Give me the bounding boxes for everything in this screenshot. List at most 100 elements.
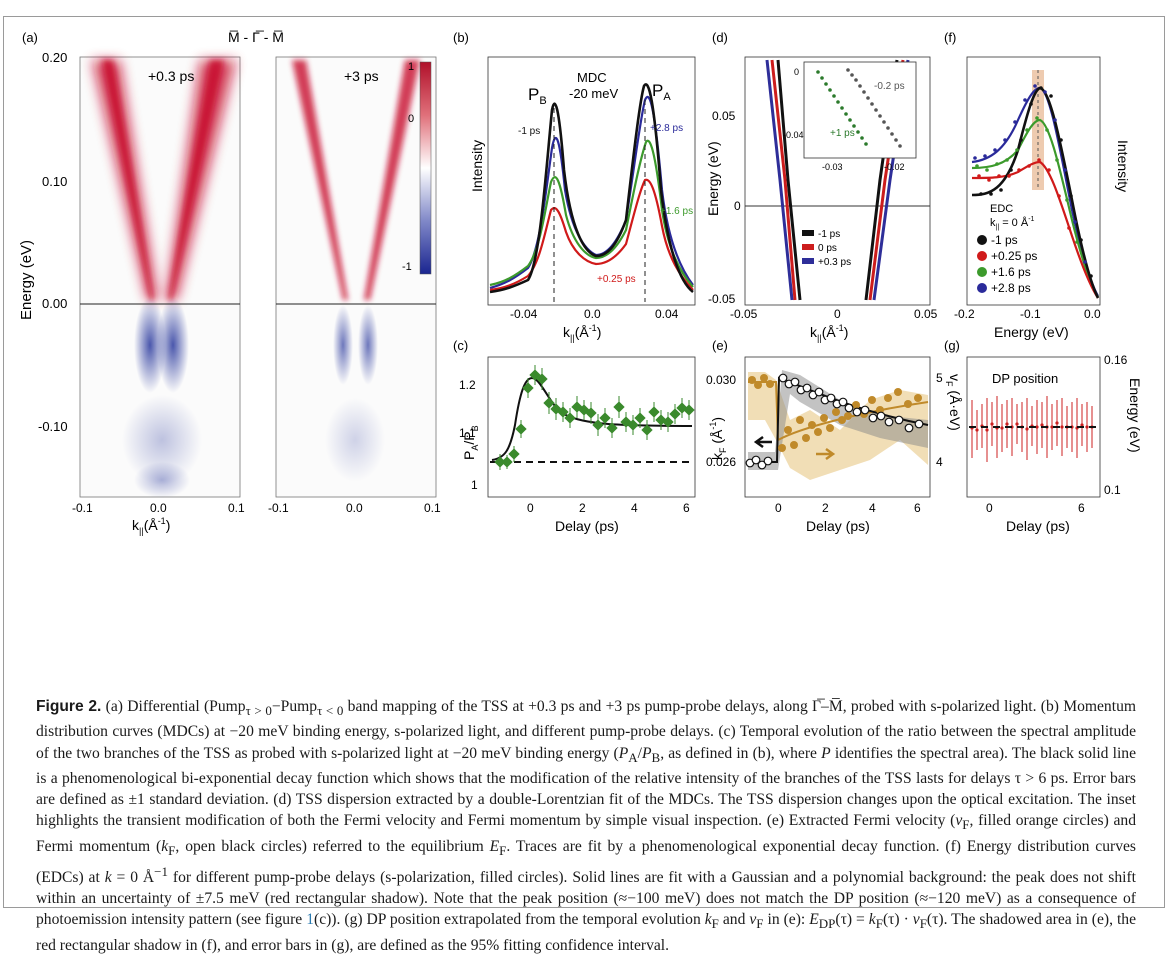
- colorbar-tick-top: 1: [408, 61, 414, 73]
- panel-a-xtick-r1: 0.0: [346, 501, 363, 515]
- panel-a-ytick-3: -0.10: [38, 419, 68, 434]
- panel-a-path-label: M̅ - Γ̅ - M̅: [228, 29, 284, 45]
- peak-pa-label: PA: [652, 81, 671, 103]
- map-right: +3 ps: [275, 56, 437, 498]
- panel-a-xtick-l0: -0.1: [72, 501, 93, 515]
- edc-legend-1ps: -1 ps: [991, 233, 1018, 247]
- panel-a-xtick-r0: -0.1: [268, 501, 289, 515]
- panel-c-xtick-2: 4: [631, 501, 638, 515]
- panel-e-xtick-3: 6: [914, 501, 921, 515]
- mdc-label-2p8ps: +2.8 ps: [650, 123, 683, 134]
- panel-e-ylabel-left: kF (Å-1): [708, 417, 728, 460]
- panel-a-ylabel: Energy (eV): [18, 240, 35, 320]
- page: (a) M̅ - Γ̅ - M̅ +0.3 ps: [3, 16, 1165, 954]
- panel-e-ytick-l1: 0.026: [706, 455, 736, 469]
- mdc-curves: [489, 83, 694, 294]
- panel-d-xlabel: k||(Å-1): [810, 323, 848, 343]
- dispersion-1ps: [776, 59, 802, 301]
- panel-e-xlabel: Delay (ps): [806, 518, 870, 534]
- panel-f-xlabel: Energy (eV): [994, 324, 1069, 340]
- panel-e: (e) 0.030 0.026 kF (Å-1) 5 4 vF (Å·eV) 0…: [706, 338, 963, 534]
- panel-d-ytick-2: -0.05: [708, 292, 736, 306]
- panel-e-ytick-l0: 0.030: [706, 373, 736, 387]
- inset-ytick-1: -0.04: [783, 130, 804, 140]
- panel-b-title-2: -20 meV: [569, 86, 618, 101]
- panel-b: (b) Intensity MDC -20 meV PB PA -1 ps +2…: [453, 30, 696, 343]
- panel-e-xtick-0: 0: [775, 501, 782, 515]
- kf-axis-arrow: [753, 435, 772, 449]
- panel-c-xtick-0: 0: [527, 501, 534, 515]
- panel-d-label: (d): [712, 30, 728, 45]
- panel-a-xtick-l2: 0.1: [228, 501, 245, 515]
- panel-c-xlabel: Delay (ps): [555, 518, 619, 534]
- legend-d-1ps: -1 ps: [818, 229, 840, 240]
- panel-f: (f) EDC k|| = 0 Å-1 -1 ps +0.25 ps +1.6 …: [944, 30, 1131, 340]
- panel-g-ylabel: Energy (eV): [1127, 378, 1143, 453]
- edc-legend: -1 ps +0.25 ps +1.6 ps +2.8 ps: [977, 233, 1037, 295]
- panel-b-xlabel: k||(Å-1): [563, 323, 601, 343]
- panel-c-xtick-1: 2: [579, 501, 586, 515]
- panel-c-ylabel: PA/PB: [461, 425, 480, 460]
- dp-errorbars: [971, 396, 1093, 462]
- panel-d-inset: -0.2 ps +1 ps 0 -0.04 -0.03 -0.02: [783, 61, 917, 172]
- panel-d-xtick-1: 0: [834, 307, 841, 321]
- inset-xtick-0: -0.03: [822, 162, 843, 172]
- dispersion-0p3ps: [765, 59, 794, 301]
- panel-b-label: (b): [453, 30, 469, 45]
- edc-legend-1p6ps: +1.6 ps: [991, 265, 1031, 279]
- panel-c-xtick-3: 6: [683, 501, 690, 515]
- colorbar: 1 0 -1: [402, 61, 432, 275]
- panel-f-label: (f): [944, 30, 956, 45]
- panel-g-ytick-0: 0.16: [1104, 353, 1128, 367]
- edc-legend-subtitle: k|| = 0 Å-1: [990, 216, 1035, 231]
- panel-g: (g) DP position 0.16 0.1 Energy (eV) 0 6…: [944, 338, 1143, 534]
- legend-d-0p3ps: +0.3 ps: [818, 257, 851, 268]
- panel-f-ylabel: Intensity: [1115, 140, 1131, 192]
- colorbar-tick-bottom: -1: [402, 261, 412, 273]
- panel-f-xtick-0: -0.2: [954, 307, 975, 321]
- panel-d-ytick-0: 0.05: [712, 109, 736, 123]
- peak-pb-label: PB: [528, 85, 547, 107]
- edc-legend-2p8ps: +2.8 ps: [991, 281, 1031, 295]
- colorbar-tick-mid: 0: [408, 113, 414, 125]
- panel-a-ytick-2: 0.00: [42, 296, 67, 311]
- panel-c-label: (c): [453, 338, 468, 353]
- figure-2: (a) M̅ - Γ̅ - M̅ +0.3 ps: [18, 29, 1143, 536]
- panel-g-title: DP position: [992, 371, 1058, 386]
- dispersion-0ps: [770, 59, 797, 301]
- edc-points: [973, 84, 1093, 278]
- mdc-curve-0p25ps: [489, 178, 694, 292]
- kf-points: [745, 373, 924, 470]
- inset-xtick-1: -0.02: [884, 162, 905, 172]
- mdc-label-1p6ps: +1.6 ps: [660, 206, 693, 217]
- panel-a-ytick-0: 0.20: [42, 50, 67, 65]
- panel-d-legend: -1 ps 0 ps +0.3 ps: [802, 229, 851, 268]
- panel-a-label: (a): [22, 30, 38, 45]
- panel-e-ytick-r0: 5: [936, 371, 943, 385]
- figure-frame: [3, 16, 1165, 908]
- map-left-title: +0.3 ps: [148, 68, 194, 84]
- edc-legend-title: EDC: [990, 203, 1013, 215]
- inset-label-green: +1 ps: [830, 128, 855, 139]
- panel-b-xtick-0: -0.04: [510, 307, 538, 321]
- figure-1-link[interactable]: 1: [306, 911, 314, 929]
- panel-a: (a) M̅ - Γ̅ - M̅ +0.3 ps: [18, 29, 441, 536]
- panel-a-xlabel: k||(Å-1): [132, 516, 170, 536]
- map-left: +0.3 ps: [79, 56, 241, 498]
- panel-e-xtick-2: 4: [869, 501, 876, 515]
- panel-d: (d) -0.2 ps +1 ps 0 -0.04 -0.03 -0.02: [705, 30, 938, 343]
- panel-d-xtick-2: 0.05: [914, 307, 938, 321]
- panel-c-ytick-1: 1.1: [459, 426, 476, 440]
- panel-g-xlabel: Delay (ps): [1006, 518, 1070, 534]
- panel-c-ytick-2: 1: [471, 478, 478, 492]
- panel-e-label: (e): [712, 338, 728, 353]
- panel-e-ylabel-right: vF (Å·eV): [944, 374, 963, 431]
- inset-ytick-0: 0: [794, 67, 799, 77]
- caption-label: Figure 2.: [36, 698, 102, 715]
- mdc-label-0p25ps: +0.25 ps: [597, 274, 636, 285]
- panel-e-ytick-r1: 4: [936, 455, 943, 469]
- legend-d-0ps: 0 ps: [818, 243, 837, 254]
- panel-g-ytick-1: 0.1: [1104, 483, 1121, 497]
- panel-c-points: [494, 365, 695, 470]
- map-right-title: +3 ps: [344, 68, 379, 84]
